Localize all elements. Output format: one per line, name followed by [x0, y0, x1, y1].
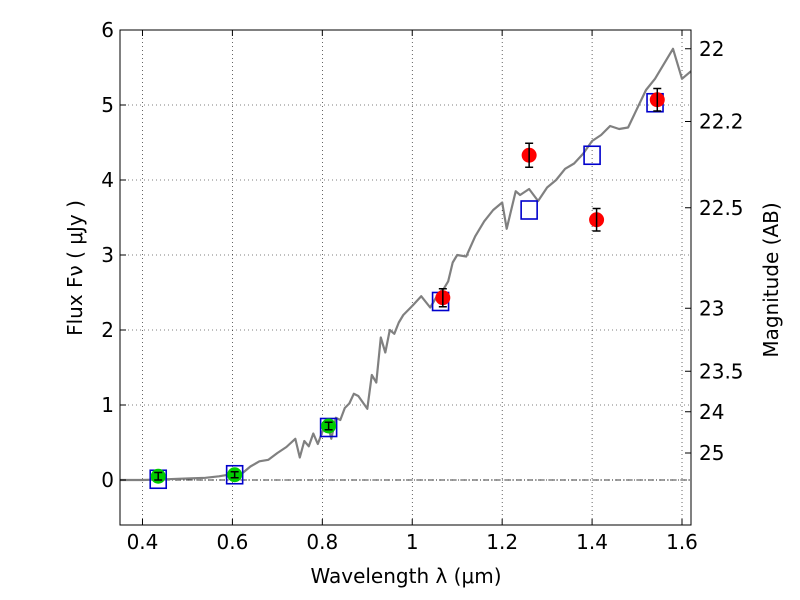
- x-tick-label: 0.6: [216, 530, 248, 554]
- x-tick-label: 0.4: [127, 530, 159, 554]
- mag-tick-label: 22: [699, 37, 724, 61]
- grid-lines: [120, 29, 691, 525]
- model-photometry-square: [520, 200, 538, 220]
- plot-area: [120, 47, 691, 490]
- y-tick-label: 4: [101, 168, 114, 192]
- y-tick-label: 0: [101, 468, 114, 492]
- y-tick-label: 3: [101, 243, 114, 267]
- mag-tick-label: 22.2: [699, 110, 744, 134]
- y-tick-label: 1: [101, 393, 114, 417]
- mag-tick-label: 24: [699, 400, 724, 424]
- x-tick-label: 0.8: [306, 530, 338, 554]
- x-tick-label: 1.4: [576, 530, 608, 554]
- mag-tick-label: 25: [699, 441, 724, 465]
- mag-tick-label: 23.5: [699, 359, 744, 383]
- y-tick-label: 6: [101, 18, 114, 42]
- model-spectrum-line: [120, 47, 691, 482]
- mag-tick-label: 22.5: [699, 196, 744, 220]
- magnitude-axis-label: Magnitude (AB): [759, 202, 783, 357]
- model-photometry-square: [225, 464, 244, 485]
- y-tick-label: 5: [101, 93, 114, 117]
- model-photometry-square: [583, 145, 601, 166]
- mag-tick-label: 23: [699, 296, 724, 320]
- plot-frame: [119, 29, 692, 526]
- x-tick-label: 1: [406, 530, 419, 554]
- y-tick-label: 2: [101, 318, 114, 342]
- x-tick-label: 1.6: [666, 530, 698, 554]
- axis-ticks: 0.4 0.6 0.8 1 1.2 1.4 1.601234562222.222.52323…: [101, 18, 743, 554]
- x-tick-label: 1.2: [486, 530, 518, 554]
- y-axis-label: Flux Fν ( μJy ): [63, 200, 87, 336]
- x-axis-label: Wavelength λ (μm): [310, 564, 501, 588]
